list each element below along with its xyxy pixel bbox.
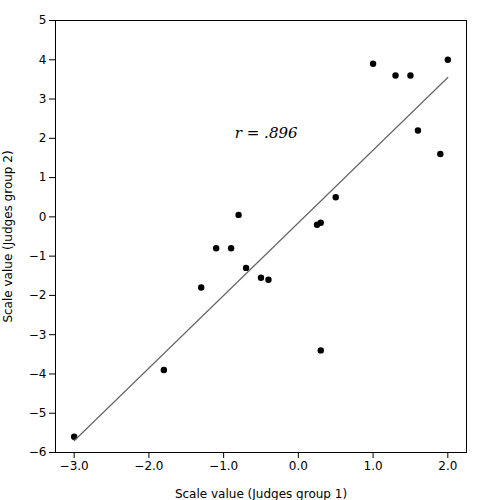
svg-text:5: 5: [39, 13, 47, 27]
svg-text:2.0: 2.0: [438, 459, 457, 473]
svg-text:−3: −3: [29, 328, 47, 342]
svg-text:−1.0: −1.0: [209, 459, 238, 473]
svg-text:r = .896: r = .896: [235, 124, 298, 142]
svg-text:Scale value (Judges group 1): Scale value (Judges group 1): [175, 487, 347, 500]
svg-text:1: 1: [39, 170, 47, 184]
svg-text:2: 2: [39, 131, 47, 145]
svg-text:−2.0: −2.0: [134, 459, 163, 473]
svg-text:Scale value (Judges group 2): Scale value (Judges group 2): [1, 150, 15, 322]
svg-text:1.0: 1.0: [364, 459, 383, 473]
svg-text:3: 3: [39, 92, 47, 106]
svg-text:−5: −5: [29, 406, 47, 420]
svg-text:0.0: 0.0: [289, 459, 308, 473]
svg-text:−2: −2: [29, 288, 47, 302]
svg-text:−1: −1: [29, 249, 47, 263]
svg-text:−4: −4: [29, 367, 47, 381]
svg-text:0: 0: [39, 210, 47, 224]
svg-text:−6: −6: [29, 445, 47, 459]
svg-text:4: 4: [39, 53, 47, 67]
svg-text:−3.0: −3.0: [60, 459, 89, 473]
